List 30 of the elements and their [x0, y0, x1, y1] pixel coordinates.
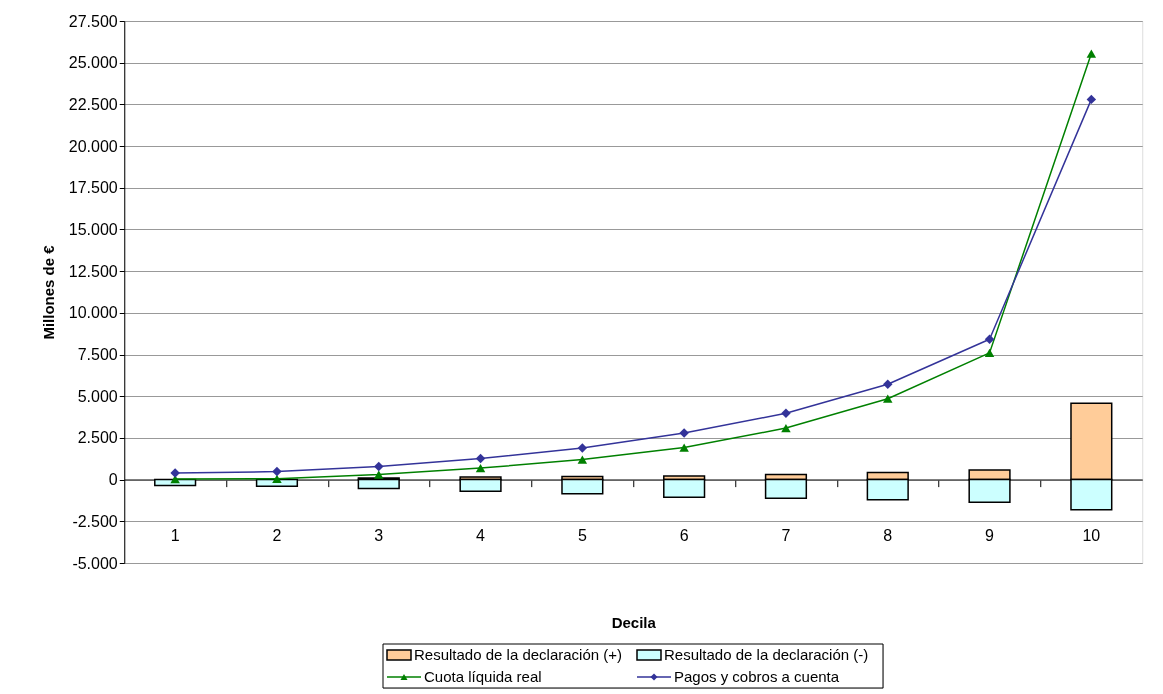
x-tick-label: 2 — [272, 526, 282, 544]
x-tick-label: 4 — [476, 526, 486, 544]
y-tick-label: 0 — [108, 471, 118, 489]
x-tick-label: 10 — [1082, 526, 1101, 544]
x-tick-label: 7 — [781, 526, 791, 544]
y-tick-label: 15.000 — [68, 220, 118, 238]
y-tick-label: 27.500 — [68, 12, 118, 30]
x-tick-label: 3 — [374, 526, 384, 544]
y-tick-label: 12.500 — [68, 262, 118, 280]
legend-label: Pagos y cobros a cuenta — [674, 668, 840, 685]
y-tick-label: 5.000 — [77, 387, 118, 405]
legend-label: Cuota líquida real — [424, 668, 542, 685]
x-tick-label: 6 — [679, 526, 689, 544]
x-tick-label: 5 — [577, 526, 587, 544]
y-tick-label: 10.000 — [68, 304, 118, 322]
x-tick-label: 8 — [883, 526, 893, 544]
y-tick-label: 20.000 — [68, 137, 118, 155]
legend-label: Resultado de la declaración (-) — [664, 646, 869, 663]
y-axis-title: Millones de € — [39, 244, 57, 340]
y-tick-label: 2.500 — [77, 429, 118, 447]
y-tick-label: -2.500 — [72, 512, 118, 530]
y-tick-label: 7.500 — [77, 346, 118, 364]
x-axis-title: Decila — [611, 614, 657, 631]
y-tick-label: 22.500 — [68, 95, 118, 113]
legend-label: Resultado de la declaración (+) — [414, 646, 623, 663]
y-tick-label: -5.000 — [72, 554, 118, 572]
x-tick-label: 9 — [985, 526, 995, 544]
y-tick-label: 17.500 — [68, 179, 118, 197]
y-tick-label: 25.000 — [68, 54, 118, 72]
x-tick-label: 1 — [170, 526, 180, 544]
